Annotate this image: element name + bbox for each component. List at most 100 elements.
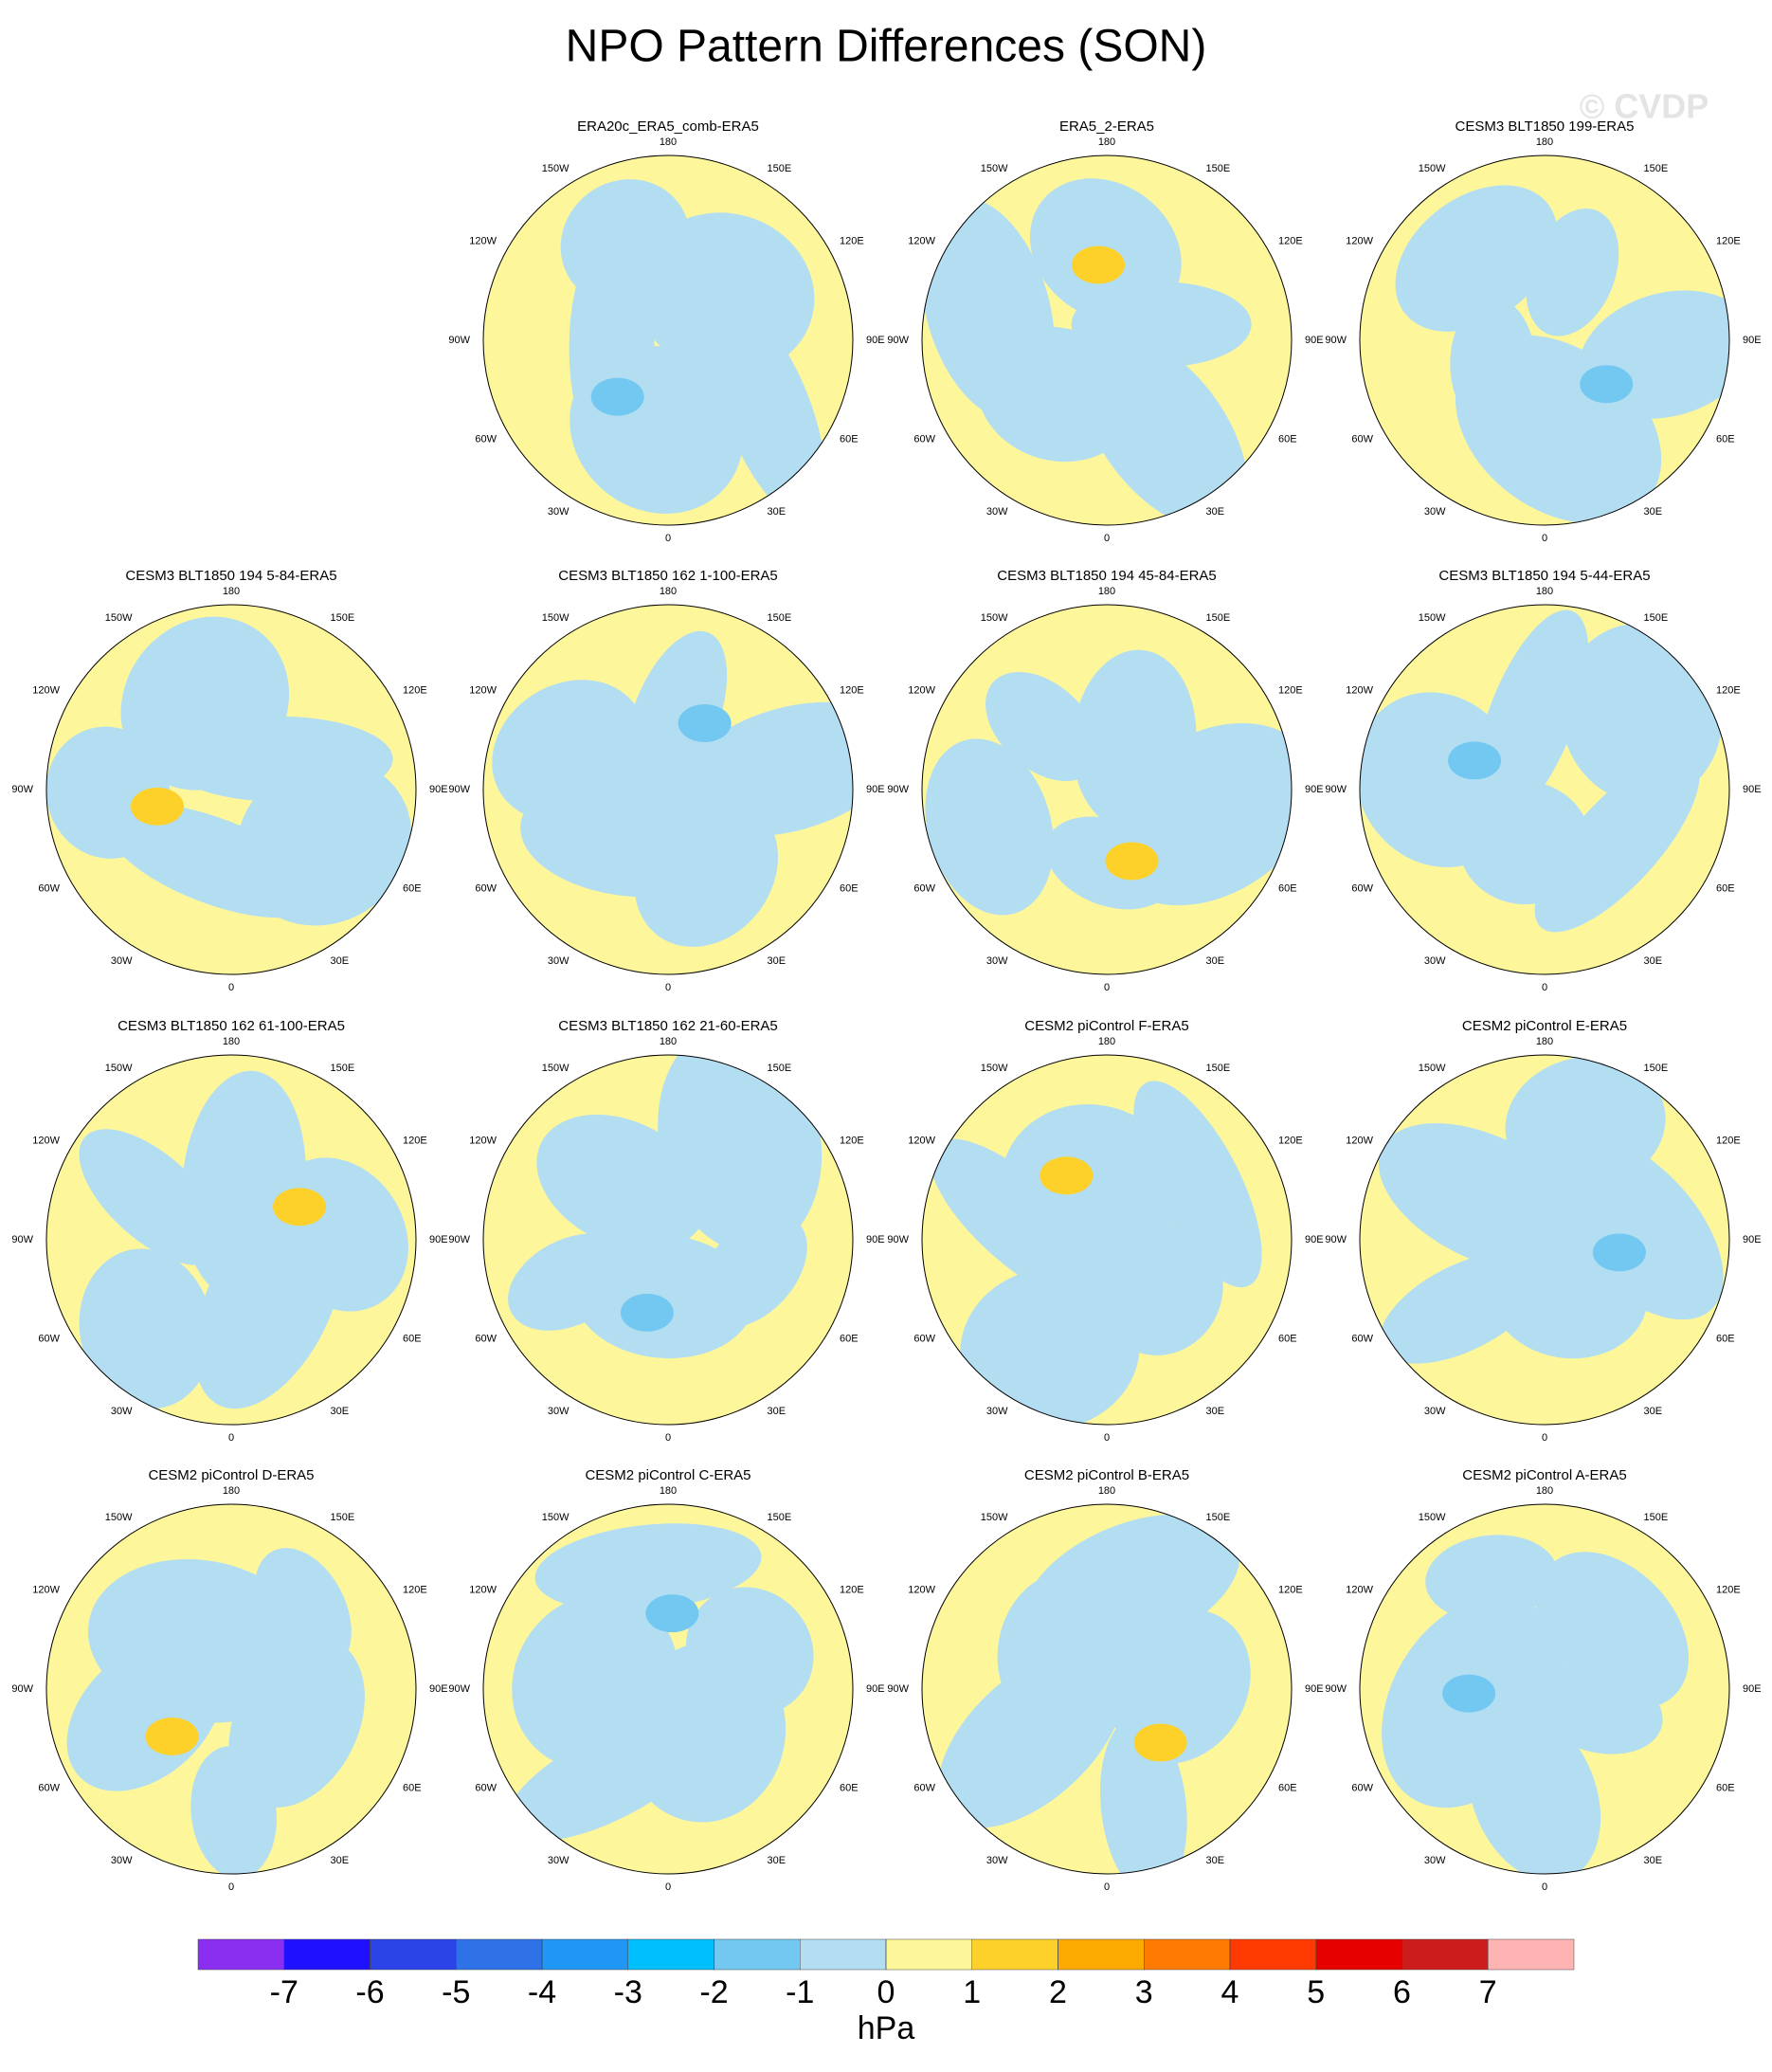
figure-title: NPO Pattern Differences (SON) [566,22,1207,72]
longitude-label: 90E [1743,335,1762,346]
longitude-label: 90W [887,335,909,346]
longitude-label: 30W [1424,506,1446,518]
colorbar-box [1401,1938,1489,1971]
longitude-label: 30E [331,1406,350,1417]
colorbar-label: 3 [1135,1974,1153,2010]
colorbar-label: 5 [1307,1974,1325,2010]
field-region [504,1713,712,1842]
colorbar-label: 0 [877,1974,895,2010]
longitude-label: 60W [38,1333,60,1344]
colorbar-box [885,1938,972,1971]
panel-title: CESM3 BLT1850 194 5-44-ERA5 [1438,568,1650,584]
longitude-label: 0 [665,533,671,544]
longitude-label: 120W [469,684,497,696]
longitude-label: 120W [1346,684,1373,696]
longitude-label: 60E [403,1782,422,1793]
longitude-label: 30W [986,955,1008,967]
longitude-label: 60E [1716,882,1735,894]
longitude-label: 150W [1419,1512,1446,1523]
field-region [1474,609,1589,825]
longitude-label: 60W [913,1333,935,1344]
longitude-label: 150W [981,1063,1008,1074]
map-border [45,1054,417,1426]
colorbar-label: -3 [614,1974,642,2010]
colorbar-box [1058,1938,1145,1971]
panel-title: CESM2 piControl D-ERA5 [148,1467,314,1483]
longitude-label: 60E [840,433,859,445]
colorbar-box [370,1938,457,1971]
map-border [482,604,854,975]
longitude-label: 30E [1206,955,1225,967]
longitude-label: 0 [228,982,234,993]
map-border [482,1503,854,1875]
field-core [645,1594,699,1633]
longitude-label: 150E [1644,612,1669,624]
longitude-label: 120W [908,1135,935,1146]
map-panel [483,155,853,525]
colorbar-box [1488,1938,1575,1971]
map-border [921,1054,1293,1426]
longitude-label: 30W [1424,1855,1446,1866]
longitude-label: 180 [1098,1485,1115,1497]
colorbar-box [627,1938,714,1971]
longitude-label: 90W [448,1234,470,1245]
longitude-label: 90W [1325,335,1347,346]
longitude-label: 30E [1644,1406,1663,1417]
longitude-label: 150E [768,163,792,174]
colorbar-label: 7 [1479,1974,1497,2010]
panel-title: CESM2 piControl C-ERA5 [585,1467,750,1483]
longitude-label: 30E [331,1855,350,1866]
field-region [573,1234,754,1359]
field-core [1580,365,1634,404]
longitude-label: 0 [665,982,671,993]
map-panel [46,605,416,974]
field-region [1536,1552,1690,1709]
longitude-label: 90E [429,1683,448,1695]
longitude-label: 120W [469,1584,497,1595]
longitude-label: 150E [768,1063,792,1074]
longitude-label: 180 [1098,586,1115,597]
longitude-label: 90E [866,335,885,346]
field-region [925,738,1054,916]
map-panel [483,1504,853,1874]
field-core [1040,1156,1094,1195]
longitude-label: 30E [768,506,787,518]
field-region [1360,692,1522,867]
longitude-label: 180 [660,1485,677,1497]
panel-title: ERA5_2-ERA5 [1059,118,1154,135]
map-panel [483,605,853,974]
longitude-label: 120W [469,1135,497,1146]
map-border [45,604,417,975]
longitude-label: 90E [429,1234,448,1245]
map-panel [483,1055,853,1425]
longitude-label: 60E [1278,882,1297,894]
map-panel [46,1055,416,1425]
map-panel [922,605,1292,974]
longitude-label: 90E [1743,1234,1762,1245]
field-core [131,787,185,826]
watermark: © CVDP [1580,87,1709,126]
longitude-label: 60E [1716,1333,1735,1344]
longitude-label: 60E [1716,433,1735,445]
longitude-label: 150E [1644,163,1669,174]
colorbar-box [456,1938,543,1971]
longitude-label: 150W [542,163,570,174]
longitude-label: 30E [331,955,350,967]
field-region [1450,297,1536,430]
longitude-label: 150E [331,612,355,624]
longitude-label: 90W [887,1234,909,1245]
map-border [482,154,854,526]
longitude-label: 60W [38,882,60,894]
field-region [534,1523,762,1612]
colorbar-box [971,1938,1058,1971]
longitude-label: 90E [1743,1683,1762,1695]
longitude-label: 120E [840,235,864,246]
colorbar-label: -7 [270,1974,298,2010]
longitude-label: 120W [32,1584,60,1595]
longitude-label: 120W [908,1584,935,1595]
longitude-label: 60W [913,1782,935,1793]
map-border [1359,1503,1730,1875]
longitude-label: 180 [223,1485,240,1497]
colorbar-label: -6 [355,1974,384,2010]
